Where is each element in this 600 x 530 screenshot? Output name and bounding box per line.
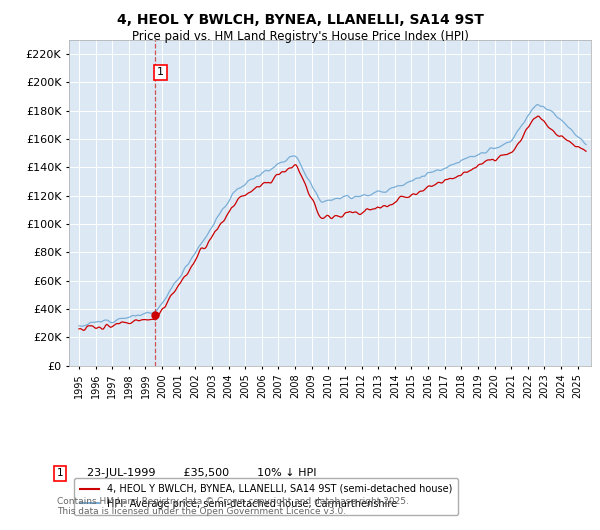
Text: 23-JUL-1999        £35,500        10% ↓ HPI: 23-JUL-1999 £35,500 10% ↓ HPI	[87, 469, 317, 478]
Text: 4, HEOL Y BWLCH, BYNEA, LLANELLI, SA14 9ST: 4, HEOL Y BWLCH, BYNEA, LLANELLI, SA14 9…	[116, 13, 484, 27]
Text: Contains HM Land Registry data © Crown copyright and database right 2025.: Contains HM Land Registry data © Crown c…	[57, 497, 409, 506]
Text: This data is licensed under the Open Government Licence v3.0.: This data is licensed under the Open Gov…	[57, 507, 346, 516]
Text: 1: 1	[157, 67, 164, 77]
Legend: 4, HEOL Y BWLCH, BYNEA, LLANELLI, SA14 9ST (semi-detached house), HPI: Average p: 4, HEOL Y BWLCH, BYNEA, LLANELLI, SA14 9…	[74, 478, 458, 515]
Text: Price paid vs. HM Land Registry's House Price Index (HPI): Price paid vs. HM Land Registry's House …	[131, 30, 469, 43]
Text: 1: 1	[57, 469, 64, 478]
